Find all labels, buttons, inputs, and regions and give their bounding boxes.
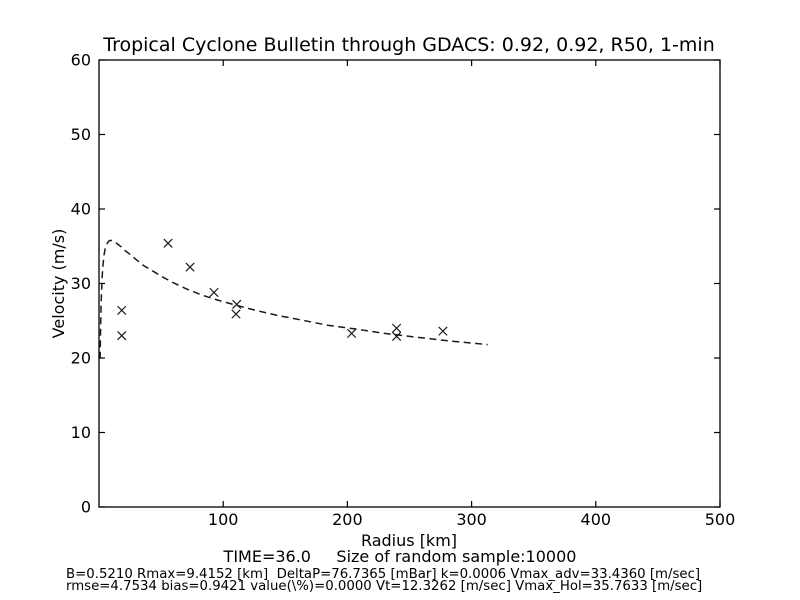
footer-time-sample-text: TIME=36.0 Size of random sample:10000 xyxy=(223,547,577,566)
scatter-x-marker xyxy=(391,331,402,342)
holland-profile-curve xyxy=(99,239,488,359)
footer-params-line-1: B=0.5210 Rmax=9.4152 [km] DeltaP=76.7365… xyxy=(66,567,700,582)
x-tick-label: 500 xyxy=(705,510,736,529)
scatter-x-marker xyxy=(185,262,195,272)
scatter-x-marker xyxy=(117,331,127,341)
chart-title: Tropical Cyclone Bulletin through GDACS:… xyxy=(102,34,715,56)
scatter-x-marker xyxy=(117,305,127,315)
y-tick-label: 0 xyxy=(81,498,91,517)
x-tick-label: 100 xyxy=(208,510,239,529)
scatter-x-marker xyxy=(232,299,242,309)
x-tick-label: 400 xyxy=(581,510,612,529)
scatter-x-marker xyxy=(346,328,357,339)
scatter-x-marker xyxy=(231,309,241,319)
footer-params-line-2: rmse=4.7534 bias=0.9421 value(\%)=0.0000… xyxy=(66,579,702,594)
scatter-x-marker xyxy=(391,323,402,333)
scatter-x-marker xyxy=(209,287,219,298)
x-tick-label: 200 xyxy=(332,510,363,529)
y-axis-label: Velocity (m/s) xyxy=(49,229,68,339)
plot-generated-layer: 100 200 300 400 500 0 10 20 30 40 50 60 xyxy=(71,51,736,530)
scatter-x-marker xyxy=(438,326,448,336)
y-tick-label: 10 xyxy=(71,423,91,442)
y-tick-label: 30 xyxy=(71,274,91,293)
scatter-x-marker xyxy=(163,238,173,248)
y-tick-label: 40 xyxy=(71,200,91,219)
y-tick-label: 20 xyxy=(71,349,91,368)
y-tick-label: 60 xyxy=(71,51,91,70)
x-axis-label: Radius [km] xyxy=(361,531,457,550)
x-tick-label: 300 xyxy=(456,510,487,529)
y-tick-label: 50 xyxy=(71,125,91,144)
axes-frame xyxy=(98,59,721,508)
